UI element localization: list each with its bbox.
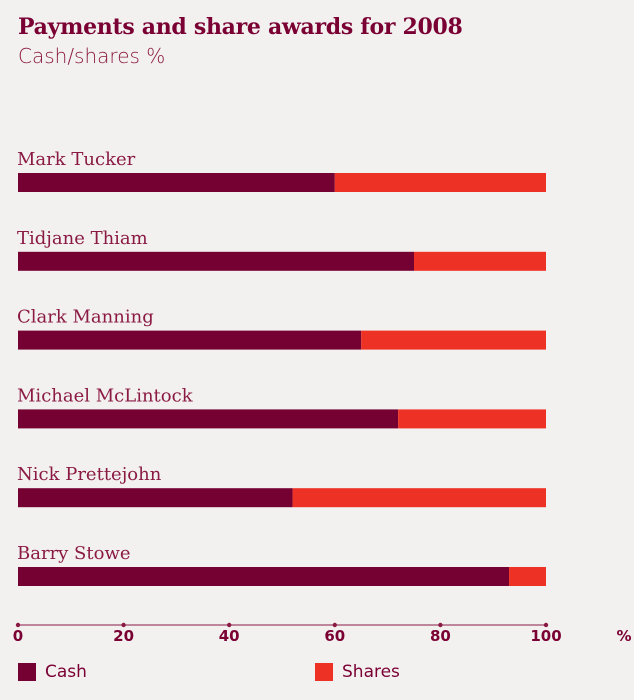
x-tick-mark-20	[121, 622, 126, 628]
x-tick-label-80: 80	[430, 627, 451, 645]
x-tick-label-40: 40	[219, 627, 240, 645]
bar-cash-clark-manning	[18, 330, 362, 350]
x-tick-label-0: 0	[13, 627, 23, 645]
x-tick-label-20: 20	[113, 627, 134, 645]
legend-label-shares: Shares	[342, 662, 400, 682]
legend-swatch-cash	[18, 663, 36, 681]
legend-label-cash: Cash	[45, 662, 87, 682]
bar-cash-nick-prettejohn	[18, 488, 293, 508]
bar-shares-mark-tucker	[334, 173, 546, 192]
bar-cash-barry-stowe	[18, 567, 510, 586]
chart-subtitle: Cash/shares %	[18, 44, 166, 68]
category-label-clark-manning: Clark Manning	[17, 307, 154, 328]
legend-item-shares: Shares	[315, 662, 400, 682]
bar-shares-nick-prettejohn	[292, 488, 546, 508]
category-label-tidjane-thiam: Tidjane Thiam	[17, 228, 148, 249]
bar-shares-tidjane-thiam	[414, 251, 546, 271]
category-label-nick-prettejohn: Nick Prettejohn	[17, 464, 162, 485]
bar-shares-michael-mclintock	[398, 409, 546, 429]
x-tick-mark-40	[227, 622, 232, 628]
x-tick-mark-80	[438, 622, 443, 628]
bar-cash-mark-tucker	[18, 173, 335, 192]
x-tick-label-100: 100	[530, 627, 561, 645]
bar-cash-michael-mclintock	[18, 409, 399, 429]
legend-swatch-shares	[315, 663, 333, 681]
chart-title: Payments and share awards for 2008	[18, 14, 463, 40]
category-label-mark-tucker: Mark Tucker	[17, 149, 136, 170]
x-tick-mark-100	[543, 622, 549, 628]
category-label-michael-mclintock: Michael McLintock	[17, 385, 194, 406]
bar-cash-tidjane-thiam	[18, 251, 414, 271]
bar-shares-barry-stowe	[509, 567, 546, 586]
x-tick-mark-0	[15, 622, 21, 628]
category-label-barry-stowe: Barry Stowe	[17, 543, 131, 564]
x-axis-unit: %	[616, 627, 631, 645]
x-tick-label-60: 60	[324, 627, 345, 645]
x-tick-mark-60	[332, 622, 337, 628]
bar-shares-clark-manning	[361, 330, 546, 350]
legend-item-cash: Cash	[18, 662, 87, 682]
